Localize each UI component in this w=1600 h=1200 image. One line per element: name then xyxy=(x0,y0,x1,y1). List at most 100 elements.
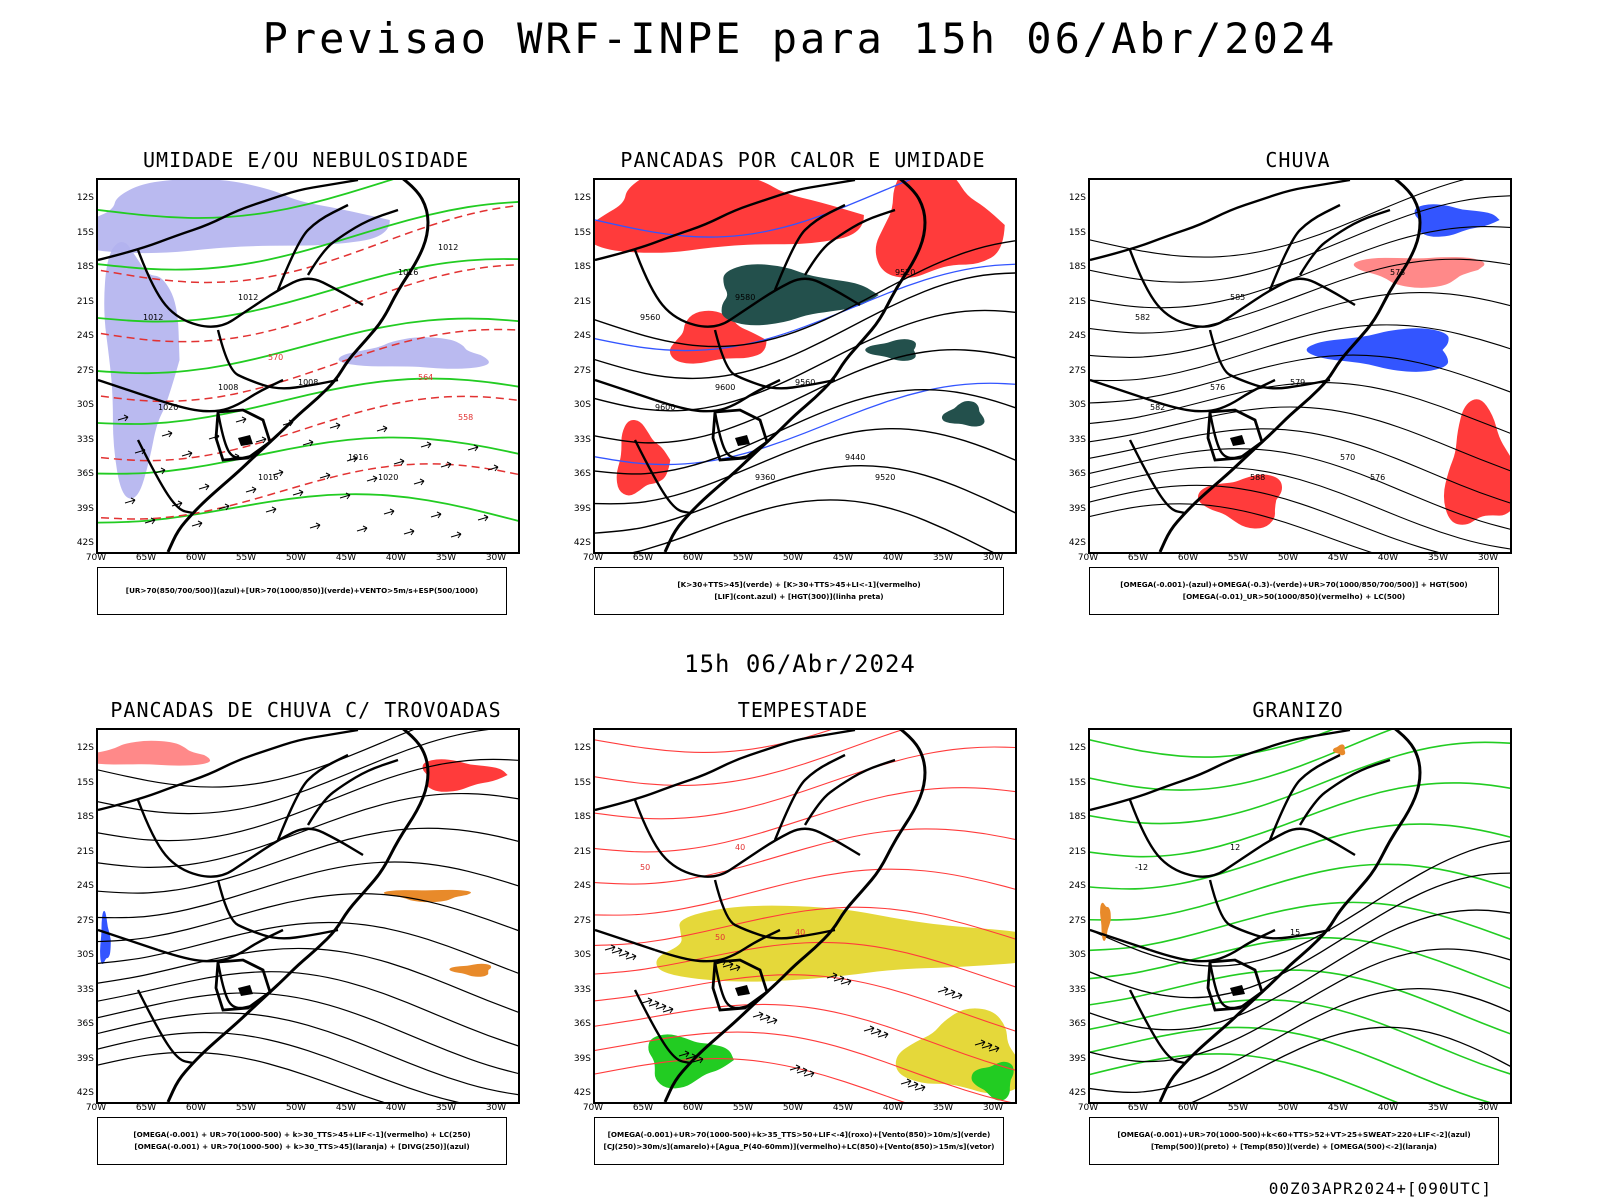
longitude-tick-label: 35W xyxy=(1427,1103,1449,1113)
map-canvas: 50 40 40 50 xyxy=(595,730,1015,1102)
contour-line xyxy=(98,328,518,403)
latitude-tick-label: 42S xyxy=(573,538,591,548)
contour-line xyxy=(1090,823,1510,890)
hail-omega-area xyxy=(1100,902,1111,941)
contour-label: 1016 xyxy=(348,453,368,462)
forecast-map-panel xyxy=(96,728,520,1104)
latitude-tick-label: 21S xyxy=(573,846,591,857)
panel-title: TEMPESTADE xyxy=(737,698,869,722)
latitude-tick-label: 30S xyxy=(1068,400,1086,410)
border-line xyxy=(1149,378,1276,413)
wind-vector xyxy=(413,478,425,486)
wind-vector xyxy=(678,1050,690,1058)
longitude-tick-label: 30W xyxy=(485,1103,507,1113)
contour-label: 573 xyxy=(1390,268,1405,277)
wind-vector xyxy=(450,531,462,539)
wind-vector xyxy=(789,1064,801,1072)
latitude-tick-label: 18S xyxy=(1068,812,1086,822)
border-line xyxy=(713,329,836,390)
latitude-tick-label: 36S xyxy=(1068,469,1086,479)
border-line xyxy=(633,799,861,878)
contour-label: 1016 xyxy=(398,268,418,277)
latitude-tick-label: 24S xyxy=(573,881,591,891)
longitude-tick-label: 30W xyxy=(485,553,507,563)
longitude-tick-label: 65W xyxy=(632,553,654,563)
wind-vector xyxy=(339,492,351,500)
contour-line xyxy=(595,730,832,753)
latitude-tick-label: 21S xyxy=(1068,846,1086,857)
longitude-tick-label: 45W xyxy=(335,1103,357,1113)
contour-line xyxy=(98,921,518,974)
panel-legend: [OMEGA(-0.001)+UR>70(1000-500)+k<60+TTS>… xyxy=(1089,1117,1499,1165)
latitude-tick-label: 39S xyxy=(76,503,94,514)
border-line xyxy=(157,378,284,413)
uruguay-border xyxy=(214,408,272,462)
longitude-tick-label: 70W xyxy=(85,1103,107,1113)
legend-line: [Temp(500)](preto) + [Temp(850)](verde) … xyxy=(1151,1142,1437,1151)
border-line xyxy=(136,799,364,878)
contour-line xyxy=(595,309,1015,412)
longitude-tick-label: 35W xyxy=(435,553,457,563)
wind-vector xyxy=(117,414,129,422)
wind-vector xyxy=(198,483,210,491)
thunderstorm-area xyxy=(383,889,471,903)
longitude-tick-label: 70W xyxy=(85,553,107,563)
longitude-tick-label: 60W xyxy=(185,553,207,563)
border-line xyxy=(1268,203,1341,291)
latitude-tick-label: 33S xyxy=(573,434,591,445)
latitude-tick-label: 30S xyxy=(76,400,94,410)
latitude-tick-label: 12S xyxy=(76,743,94,753)
latitude-tick-label: 39S xyxy=(573,503,591,514)
contour-line xyxy=(1090,948,1510,1063)
contour-label: 558 xyxy=(458,413,473,422)
contour-line xyxy=(98,493,518,524)
contour-line xyxy=(1090,448,1510,530)
contour-label: 582 xyxy=(1150,403,1165,412)
longitude-tick-label: 35W xyxy=(932,1103,954,1113)
wind-vector xyxy=(826,972,838,980)
latitude-tick-label: 18S xyxy=(1068,262,1086,272)
thunderstorm-area xyxy=(98,740,211,766)
instability-area xyxy=(865,339,916,361)
row2-subtitle: 15h 06/Abr/2024 xyxy=(684,650,916,678)
contour-label: 9520 xyxy=(875,473,895,482)
legend-line: [OMEGA(-0.001) + UR>70(1000-500) + k>30_… xyxy=(134,1142,470,1151)
border-line xyxy=(136,249,364,328)
longitude-tick-label: 40W xyxy=(385,1103,407,1113)
contour-line xyxy=(1090,969,1510,1035)
contour-label: 1008 xyxy=(298,378,318,387)
latitude-tick-label: 42S xyxy=(76,538,94,548)
legend-line: [OMEGA(-0.001)+UR>70(1000-500)+k<60+TTS>… xyxy=(1117,1130,1471,1139)
contour-line xyxy=(595,906,1015,946)
longitude-tick-label: 50W xyxy=(782,1103,804,1113)
latitude-tick-label: 33S xyxy=(1068,984,1086,995)
latitude-tick-label: 21S xyxy=(76,296,94,307)
border-line xyxy=(1208,329,1331,390)
latitude-tick-label: 15S xyxy=(1068,777,1086,788)
border-line xyxy=(803,758,896,826)
contour-label: 12 xyxy=(1230,843,1240,852)
longitude-tick-label: 55W xyxy=(1227,1103,1249,1113)
longitude-tick-label: 30W xyxy=(982,1103,1004,1113)
wind-vector xyxy=(641,997,653,1005)
longitude-tick-label: 65W xyxy=(135,553,157,563)
longitude-tick-label: 55W xyxy=(235,553,257,563)
contour-line xyxy=(98,1031,460,1102)
contour-line xyxy=(98,377,518,425)
contour-label: 576 xyxy=(1210,383,1225,392)
legend-line: [K>30+TTS>45](verde) + [K>30+TTS>45+LI<-… xyxy=(677,580,921,589)
latitude-tick-label: 18S xyxy=(573,812,591,822)
contour-label: 1012 xyxy=(143,313,163,322)
wind-vector xyxy=(951,992,963,1000)
border-line xyxy=(633,439,691,515)
border-line xyxy=(276,203,349,291)
contour-label: 1012 xyxy=(438,243,458,252)
contour-label: 585 xyxy=(1230,293,1245,302)
latitude-tick-label: 36S xyxy=(76,1019,94,1029)
panel-legend: [OMEGA(-0.001)+UR>70(1000-500)+k>35_TTS>… xyxy=(594,1117,1004,1165)
wind-vector xyxy=(144,517,156,525)
panel-title: PANCADAS POR CALOR E UMIDADE xyxy=(620,148,986,172)
contour-label: 579 xyxy=(1290,378,1305,387)
coastline xyxy=(166,180,430,552)
border-line xyxy=(136,989,194,1065)
